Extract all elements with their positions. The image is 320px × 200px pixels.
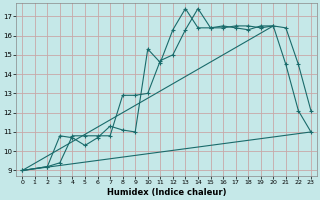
X-axis label: Humidex (Indice chaleur): Humidex (Indice chaleur) <box>107 188 226 197</box>
